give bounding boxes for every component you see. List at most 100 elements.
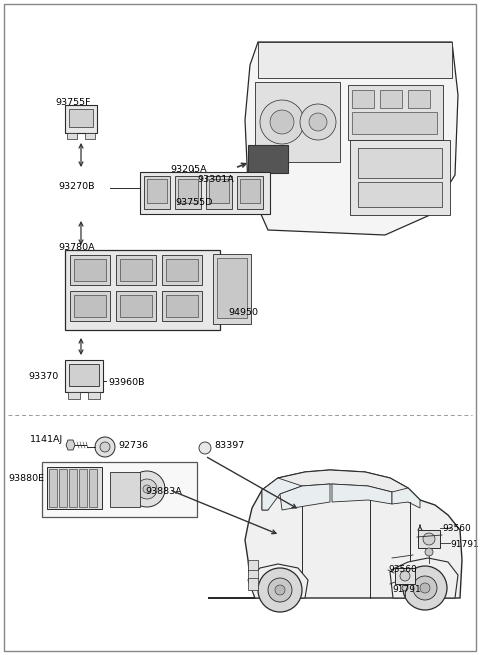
Bar <box>408 90 430 108</box>
Bar <box>140 172 270 214</box>
Bar <box>79 469 87 507</box>
Circle shape <box>137 479 157 499</box>
Bar <box>68 392 80 399</box>
Circle shape <box>100 442 110 452</box>
Polygon shape <box>258 42 452 78</box>
Circle shape <box>400 571 410 581</box>
Circle shape <box>403 566 447 610</box>
Circle shape <box>260 100 304 144</box>
Bar <box>74 295 106 317</box>
Text: 94950: 94950 <box>228 308 258 317</box>
Bar <box>240 179 260 203</box>
Bar <box>237 176 263 209</box>
Circle shape <box>268 578 292 602</box>
Bar <box>144 176 170 209</box>
Text: 93370: 93370 <box>28 372 58 381</box>
Bar <box>352 90 374 108</box>
Text: 93301A: 93301A <box>197 175 234 184</box>
Text: 93560: 93560 <box>388 565 417 574</box>
Bar <box>67 133 77 139</box>
Text: 93205A: 93205A <box>170 165 206 174</box>
Polygon shape <box>390 558 458 598</box>
Bar <box>348 85 443 140</box>
Bar <box>206 176 232 209</box>
Text: 91791: 91791 <box>392 585 421 594</box>
Bar <box>69 364 99 386</box>
Bar <box>248 145 288 173</box>
Bar <box>147 179 167 203</box>
Circle shape <box>300 104 336 140</box>
Text: 83397: 83397 <box>214 441 244 450</box>
Bar <box>69 469 77 507</box>
Circle shape <box>402 585 408 591</box>
Text: 91791: 91791 <box>450 540 479 549</box>
Text: 93755D: 93755D <box>175 198 212 207</box>
Bar <box>217 258 247 318</box>
Bar <box>116 291 156 321</box>
Bar <box>89 469 97 507</box>
Polygon shape <box>248 564 308 598</box>
Bar <box>42 462 197 517</box>
Circle shape <box>95 437 115 457</box>
Bar <box>120 295 152 317</box>
Circle shape <box>258 568 302 612</box>
Circle shape <box>423 533 435 545</box>
Bar <box>248 560 258 590</box>
Bar <box>65 250 220 330</box>
Bar <box>65 105 97 133</box>
Circle shape <box>425 548 433 556</box>
Bar <box>418 530 440 548</box>
Bar <box>358 182 442 207</box>
Bar <box>358 148 442 178</box>
Circle shape <box>275 585 285 595</box>
Bar <box>162 291 202 321</box>
Bar <box>120 259 152 281</box>
Text: 93270B: 93270B <box>58 182 95 191</box>
Circle shape <box>129 471 165 507</box>
Bar <box>74 259 106 281</box>
Text: 93883A: 93883A <box>145 487 182 496</box>
Bar <box>166 295 198 317</box>
Polygon shape <box>262 478 302 510</box>
Polygon shape <box>245 42 458 235</box>
Bar <box>70 255 110 285</box>
Bar <box>88 392 100 399</box>
Bar <box>209 179 229 203</box>
Bar <box>116 255 156 285</box>
Bar <box>85 133 95 139</box>
Bar <box>380 90 402 108</box>
Circle shape <box>199 442 211 454</box>
Polygon shape <box>332 484 392 504</box>
Text: 93960B: 93960B <box>108 378 144 387</box>
Polygon shape <box>280 484 330 510</box>
Polygon shape <box>208 470 462 598</box>
Bar <box>213 254 251 324</box>
Bar <box>352 112 437 134</box>
Polygon shape <box>392 488 420 508</box>
Polygon shape <box>262 470 420 510</box>
Bar <box>255 82 340 162</box>
Bar <box>47 467 102 509</box>
Bar <box>350 140 450 215</box>
Text: 93755F: 93755F <box>55 98 91 107</box>
Bar <box>395 568 415 584</box>
Bar <box>175 176 201 209</box>
Text: 93780A: 93780A <box>58 243 95 252</box>
Bar <box>110 472 140 507</box>
Bar <box>178 179 198 203</box>
Circle shape <box>420 583 430 593</box>
Bar <box>59 469 67 507</box>
Circle shape <box>143 485 151 493</box>
Bar <box>70 291 110 321</box>
Bar <box>65 360 103 392</box>
Text: 1141AJ: 1141AJ <box>30 435 63 444</box>
Bar <box>162 255 202 285</box>
Bar <box>166 259 198 281</box>
Circle shape <box>413 576 437 600</box>
Bar <box>69 109 93 127</box>
Text: 93880E: 93880E <box>8 474 44 483</box>
Text: 92736: 92736 <box>118 441 148 450</box>
Circle shape <box>270 110 294 134</box>
Text: 93560: 93560 <box>442 524 471 533</box>
Bar <box>49 469 57 507</box>
